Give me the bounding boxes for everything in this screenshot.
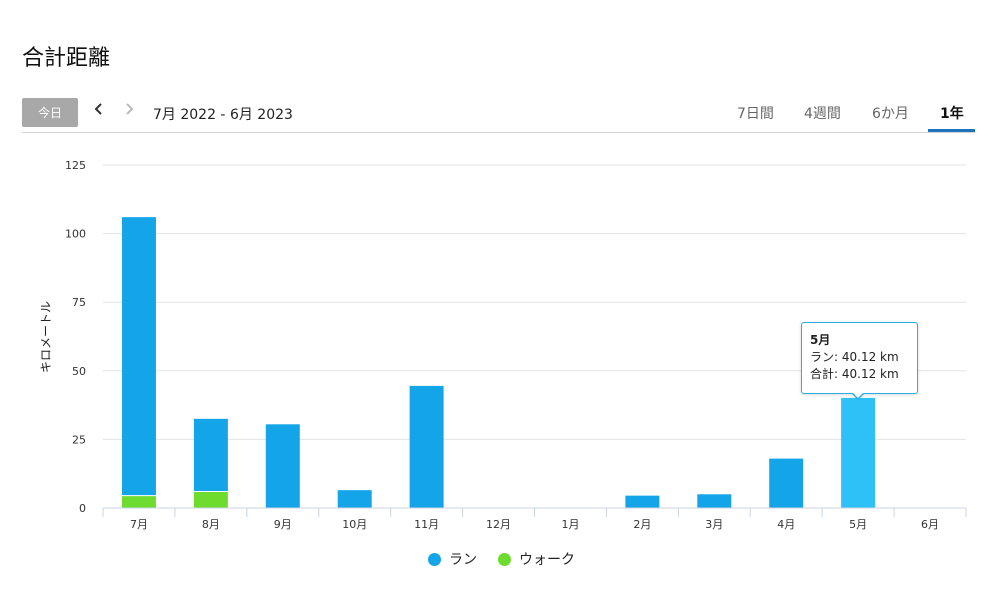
x-tick-label: 12月 bbox=[486, 518, 511, 531]
bar-run[interactable] bbox=[841, 397, 876, 508]
legend-label-walk: ウォーク bbox=[519, 552, 575, 568]
bar-run[interactable] bbox=[697, 494, 732, 508]
bar-walk[interactable] bbox=[121, 495, 156, 508]
tooltip-run-value: ラン: 40.12 km bbox=[810, 350, 899, 364]
bar-run[interactable] bbox=[769, 458, 804, 508]
tab-6-months[interactable]: 6か月 bbox=[872, 106, 909, 122]
bar-run[interactable] bbox=[337, 490, 372, 508]
x-tick-label: 7月 bbox=[130, 518, 148, 531]
x-tick-label: 9月 bbox=[274, 518, 292, 531]
legend-label-run: ラン bbox=[449, 552, 477, 568]
y-axis-label: キロメートル bbox=[39, 301, 53, 373]
active-tab-indicator bbox=[928, 129, 975, 132]
legend-item-run[interactable]: ラン bbox=[428, 549, 477, 569]
x-tick-label: 1月 bbox=[561, 518, 579, 531]
y-tick-label: 75 bbox=[72, 296, 86, 309]
x-tick-label: 11月 bbox=[414, 518, 439, 531]
x-tick-label: 6月 bbox=[921, 518, 939, 531]
legend-swatch-walk bbox=[498, 552, 511, 566]
chevron-right-icon[interactable] bbox=[118, 100, 140, 124]
y-tick-label: 50 bbox=[72, 365, 86, 378]
bar-walk[interactable] bbox=[193, 491, 228, 508]
tab-1-year[interactable]: 1年 bbox=[940, 106, 964, 122]
bar-run[interactable] bbox=[409, 385, 444, 508]
toolbar: 今日 7月 2022 - 6月 2023 7日間 4週間 6か月 1年 bbox=[22, 98, 975, 133]
x-tick-label: 5月 bbox=[849, 518, 867, 531]
bar-run[interactable] bbox=[121, 217, 156, 496]
x-tick-label: 4月 bbox=[777, 518, 795, 531]
x-tick-label: 8月 bbox=[202, 518, 220, 531]
legend-swatch-run bbox=[428, 552, 441, 566]
x-tick-label: 10月 bbox=[342, 518, 367, 531]
chart-tooltip: 5月 ラン: 40.12 km 合計: 40.12 km bbox=[801, 322, 918, 400]
today-button[interactable]: 今日 bbox=[22, 98, 78, 127]
bar-run[interactable] bbox=[265, 424, 300, 508]
x-tick-label: 2月 bbox=[633, 518, 651, 531]
tab-7-days[interactable]: 7日間 bbox=[737, 106, 774, 122]
bar-run[interactable] bbox=[625, 495, 660, 508]
legend-item-walk[interactable]: ウォーク bbox=[498, 549, 575, 569]
chevron-left-icon[interactable] bbox=[88, 100, 110, 124]
x-tick-label: 3月 bbox=[705, 518, 723, 531]
y-tick-label: 100 bbox=[65, 228, 86, 241]
bar-run[interactable] bbox=[193, 418, 228, 492]
tooltip-total-value: 合計: 40.12 km bbox=[810, 367, 899, 381]
tab-4-weeks[interactable]: 4週間 bbox=[804, 106, 841, 122]
y-tick-label: 125 bbox=[65, 159, 86, 172]
page-title: 合計距離 bbox=[22, 46, 111, 71]
y-tick-label: 0 bbox=[79, 502, 86, 515]
date-range-label: 7月 2022 - 6月 2023 bbox=[153, 107, 293, 123]
y-tick-label: 25 bbox=[72, 433, 86, 446]
tooltip-title: 5月 bbox=[810, 333, 831, 347]
